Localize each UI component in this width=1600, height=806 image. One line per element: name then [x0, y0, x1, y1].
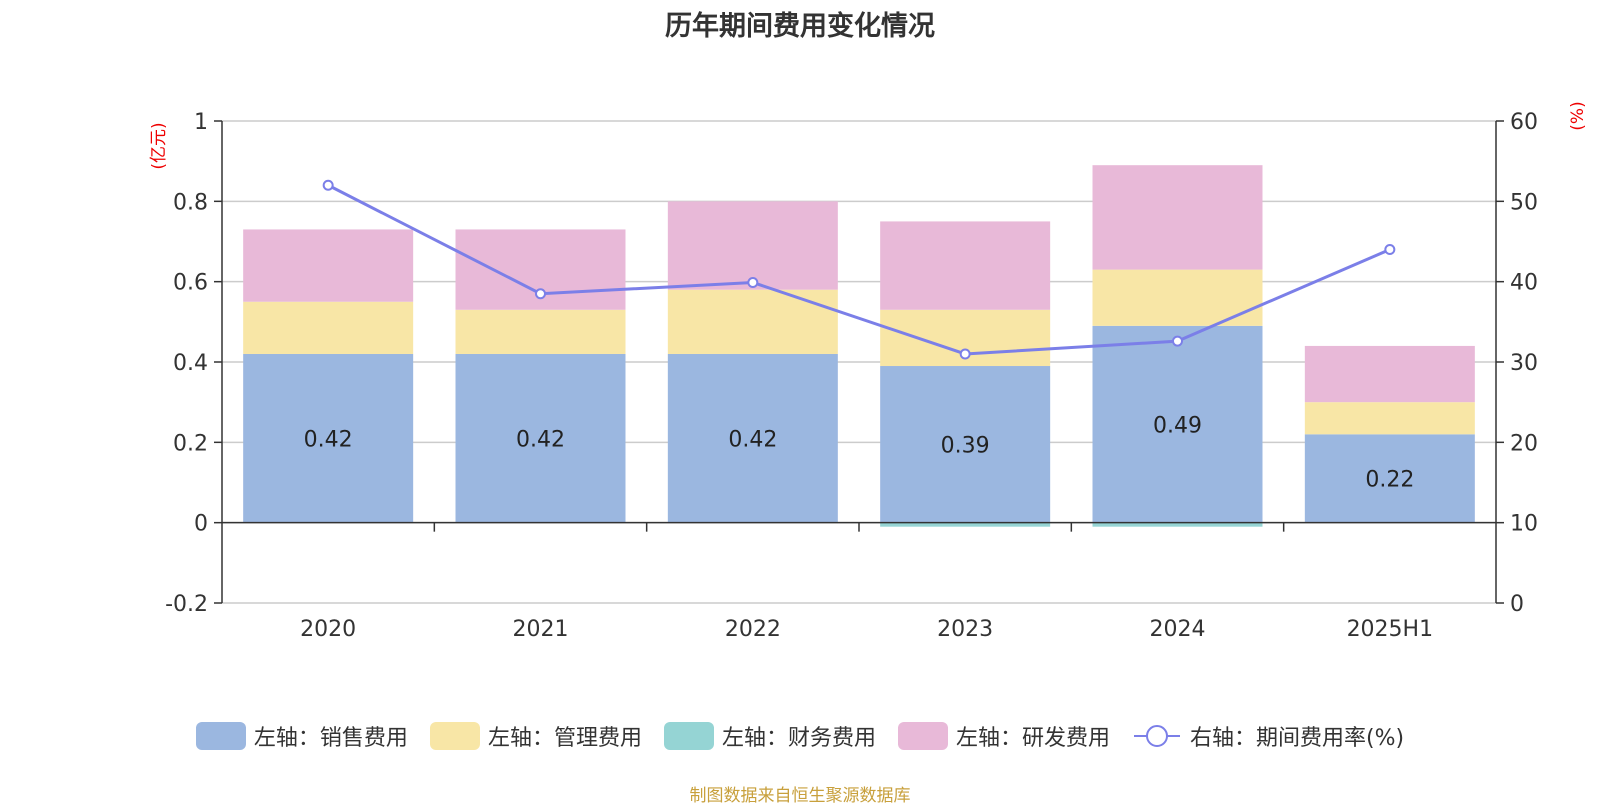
bar-segment [243, 301, 414, 354]
x-axis-tick-label: 2021 [513, 617, 569, 642]
left-axis-unit: (亿元) [149, 122, 169, 169]
legend-item[interactable]: 左轴：财务费用 [663, 720, 876, 752]
bar-segment [243, 353, 414, 523]
x-axis-tick-label: 2020 [300, 617, 356, 642]
bar-data-label: 0.42 [304, 427, 353, 452]
legend-swatch [195, 722, 246, 750]
right-axis-tick-label: 0 [1510, 592, 1524, 617]
legend-label: 左轴：销售费用 [253, 726, 408, 751]
x-axis-tick-label: 2025H1 [1347, 617, 1434, 642]
rate-point [535, 288, 546, 300]
right-axis-tick-label: 50 [1510, 190, 1538, 215]
legend-item[interactable]: 左轴：研发费用 [897, 720, 1110, 752]
legend-label: 左轴：研发费用 [955, 726, 1110, 751]
bar-segment [243, 229, 414, 302]
bar-segment [1092, 325, 1263, 523]
x-axis-tick-label: 2023 [937, 617, 993, 642]
left-axis-tick-label: 0.4 [173, 351, 208, 376]
legend-swatch [663, 722, 714, 750]
bar-segment [880, 221, 1051, 310]
rate-line [327, 183, 1391, 356]
x-axis-tick-label: 2024 [1150, 617, 1206, 642]
bar-segment [880, 366, 1051, 523]
left-axis-tick-label: 0.8 [173, 190, 208, 215]
right-axis-tick-label: 10 [1510, 512, 1538, 537]
legend-label: 右轴：期间费用率(%) [1189, 726, 1405, 751]
bar-data-label: 0.42 [516, 427, 565, 452]
right-axis-unit: (%) [1568, 101, 1588, 130]
bar-segment [1092, 522, 1263, 527]
rate-point [322, 179, 334, 191]
legend-item[interactable]: 左轴：管理费用 [429, 720, 642, 752]
bar-data-label: 0.42 [728, 427, 777, 452]
legend-label: 左轴：财务费用 [721, 726, 876, 751]
bar-segment [667, 289, 838, 354]
left-axis-tick-label: -0.2 [165, 592, 208, 617]
right-axis-tick-label: 40 [1510, 271, 1538, 296]
left-axis-tick-label: 0.2 [173, 431, 208, 456]
right-axis-tick-label: 60 [1510, 110, 1538, 135]
legend-swatch [429, 722, 480, 750]
rate-point [959, 348, 971, 360]
source-note: 制图数据来自恒生聚源数据库 [689, 786, 911, 806]
bar-segment [1304, 345, 1475, 403]
bar-segment [1092, 269, 1263, 326]
bar-segment [1092, 165, 1263, 270]
chart-title: 历年期间费用变化情况 [665, 11, 935, 42]
bar-data-label: 0.49 [1153, 413, 1202, 438]
legend-swatch [897, 722, 948, 750]
right-axis-tick-label: 20 [1510, 431, 1538, 456]
legend-label: 左轴：管理费用 [487, 726, 642, 751]
rate-point [747, 276, 759, 288]
bar-segment [455, 309, 626, 354]
legend-item[interactable]: 右轴：期间费用率(%) [1132, 720, 1404, 752]
bar-data-label: 0.22 [1365, 467, 1414, 492]
x-axis-tick-label: 2022 [725, 617, 781, 642]
bar-segment [667, 201, 838, 290]
legend: 左轴：销售费用 左轴：管理费用 左轴：财务费用 左轴：研发费用 右轴：期间费用率(%) [0, 720, 1600, 752]
legend-item[interactable]: 左轴：销售费用 [195, 720, 408, 752]
right-axis-tick-label: 30 [1510, 351, 1538, 376]
bar-segment [880, 522, 1051, 527]
left-axis-tick-label: 1 [194, 110, 208, 135]
legend-line-marker [1133, 725, 1180, 747]
bar-segment [455, 353, 626, 523]
bar-data-label: 0.39 [941, 433, 990, 458]
left-axis-tick-label: 0 [194, 512, 208, 537]
rate-point [1172, 335, 1183, 347]
bar-segment [1304, 434, 1475, 523]
left-axis-tick-label: 0.6 [173, 271, 208, 296]
bar-segment [667, 353, 838, 523]
rate-point [1384, 244, 1396, 256]
bar-segment [1304, 402, 1475, 435]
